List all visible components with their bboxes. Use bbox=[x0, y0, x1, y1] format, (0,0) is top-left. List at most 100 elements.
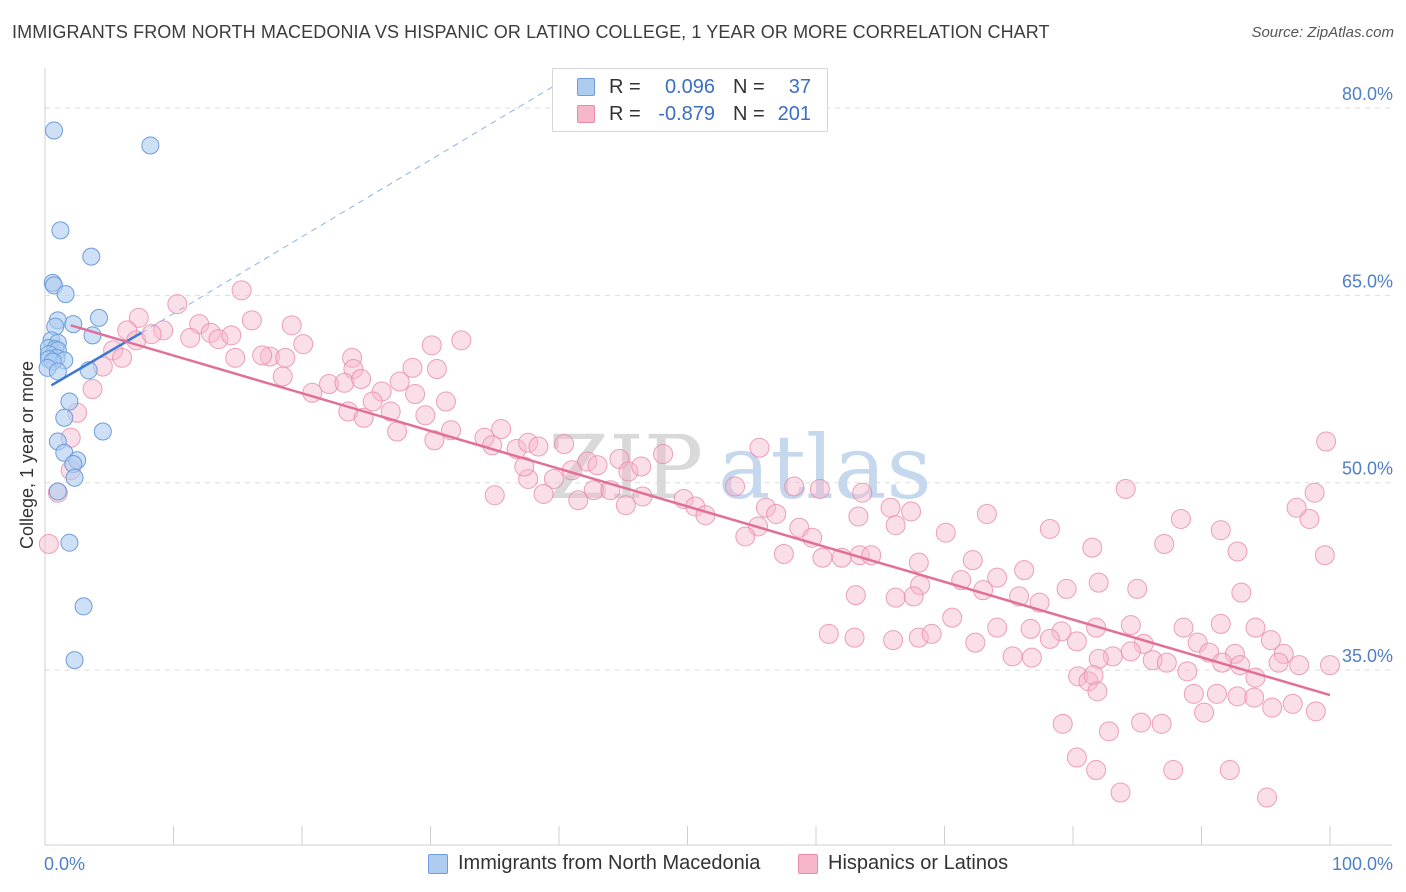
legend-r-label: R = bbox=[609, 75, 641, 98]
correlation-legend: R = 0.096 N = 37 R = -0.879 N = 201 bbox=[552, 68, 828, 132]
hispanic-point bbox=[809, 478, 830, 499]
hispanic-point bbox=[1316, 431, 1337, 452]
hispanic-point bbox=[1314, 545, 1335, 566]
hispanic-point bbox=[334, 372, 355, 393]
hispanic-point bbox=[1110, 782, 1131, 803]
hispanic-point bbox=[1260, 630, 1281, 651]
hispanic-point bbox=[1039, 518, 1060, 539]
hispanic-point bbox=[1245, 617, 1266, 638]
labels-layer: 80.0% 65.0% 50.0% 35.0% 0.0% 100.0% College, 1… bbox=[17, 84, 1393, 874]
hispanic-point bbox=[141, 324, 162, 345]
north-macedonia-point bbox=[56, 285, 75, 304]
hispanic-point bbox=[167, 294, 188, 315]
hispanic-point bbox=[1056, 578, 1077, 599]
chart-title: IMMIGRANTS FROM NORTH MACEDONIA VS HISPA… bbox=[12, 22, 1050, 42]
legend-r-value: 0.096 bbox=[664, 75, 715, 98]
hispanic-point bbox=[1115, 478, 1136, 499]
hispanic-point bbox=[1227, 686, 1248, 707]
series-label: Hispanics or Latinos bbox=[828, 852, 1009, 874]
hispanic-point bbox=[885, 515, 906, 536]
hispanic-point bbox=[491, 419, 512, 440]
hispanic-point bbox=[1120, 641, 1141, 662]
hispanic-point bbox=[1163, 760, 1184, 781]
hispanic-point bbox=[153, 320, 174, 341]
hispanic-point bbox=[587, 455, 608, 476]
legend-row-north-macedonia: R = 0.096 N = 37 bbox=[577, 74, 811, 100]
north-macedonia-point bbox=[44, 121, 63, 140]
series-legend-hispanics[interactable]: Hispanics or Latinos bbox=[798, 852, 1008, 875]
hispanic-point bbox=[1039, 628, 1060, 649]
hispanic-point bbox=[921, 623, 942, 644]
hispanic-point bbox=[259, 346, 280, 367]
hispanic-point bbox=[1020, 618, 1041, 639]
axis-layer bbox=[44, 68, 1392, 846]
legend-n-value: 37 bbox=[788, 75, 811, 98]
legend-r-value: -0.879 bbox=[658, 102, 715, 125]
hispanic-point bbox=[976, 503, 997, 524]
hispanic-point bbox=[528, 436, 549, 457]
hispanic-point bbox=[631, 456, 652, 477]
hispanic-point bbox=[1088, 572, 1109, 593]
north-macedonia-point bbox=[60, 392, 79, 411]
hispanic-point bbox=[1177, 661, 1198, 682]
hispanic-point bbox=[221, 325, 242, 346]
hispanic-point bbox=[1051, 621, 1072, 642]
hispanic-point bbox=[38, 533, 59, 554]
north-macedonia-point bbox=[65, 651, 84, 670]
hispanic-point bbox=[415, 405, 436, 426]
hispanic-point bbox=[402, 357, 423, 378]
hispanic-point bbox=[424, 430, 445, 451]
series-legend-north-macedonia[interactable]: Immigrants from North Macedonia bbox=[428, 852, 760, 875]
legend-r-label: R = bbox=[609, 102, 641, 125]
hispanic-point bbox=[766, 503, 787, 524]
series-swatch-pink bbox=[798, 853, 818, 874]
hispanic-point bbox=[293, 334, 314, 355]
hispanic-point bbox=[1257, 787, 1278, 808]
hispanic-point bbox=[784, 476, 805, 497]
hispanic-point bbox=[1268, 652, 1289, 673]
hispanic-point bbox=[342, 347, 363, 368]
hispanic-point bbox=[1127, 578, 1148, 599]
hispanic-point bbox=[451, 330, 472, 351]
legend-swatch-pink bbox=[577, 105, 595, 123]
hispanic-point bbox=[421, 335, 442, 356]
hispanic-point bbox=[1014, 560, 1035, 581]
hispanic-point bbox=[812, 547, 833, 568]
x-tick-label: 0.0% bbox=[44, 854, 85, 874]
hispanic-point bbox=[1305, 701, 1326, 722]
hispanic-point bbox=[773, 543, 794, 564]
hispanic-point bbox=[1068, 666, 1089, 687]
hispanic-point bbox=[405, 384, 426, 405]
hispanic-point bbox=[1131, 712, 1152, 733]
y-tick-label: 65.0% bbox=[1342, 271, 1393, 291]
hispanic-point bbox=[987, 617, 1008, 638]
series-label: Immigrants from North Macedonia bbox=[458, 852, 761, 874]
hispanic-point bbox=[1154, 533, 1175, 554]
hispanic-point bbox=[1299, 508, 1320, 529]
hispanic-point bbox=[533, 483, 554, 504]
hispanic-point bbox=[1219, 760, 1240, 781]
hispanic-point bbox=[1120, 615, 1141, 636]
hispanic-point bbox=[554, 434, 575, 455]
hispanic-point bbox=[818, 623, 839, 644]
hispanic-point bbox=[1098, 721, 1119, 742]
hispanic-point bbox=[568, 490, 589, 511]
hispanic-point bbox=[338, 401, 359, 422]
hispanic-point bbox=[1210, 520, 1231, 541]
hispanic-point bbox=[908, 627, 929, 648]
hispanic-point bbox=[518, 432, 539, 453]
hispanic-point bbox=[272, 366, 293, 387]
north-macedonia-point bbox=[64, 315, 83, 334]
hispanic-point bbox=[653, 444, 674, 465]
hispanic-point bbox=[281, 315, 302, 336]
hispanic-point bbox=[225, 347, 246, 368]
hispanic-point bbox=[426, 359, 447, 380]
hispanic-point bbox=[852, 482, 873, 503]
legend-n-value: 201 bbox=[777, 102, 811, 125]
hispanic-point bbox=[880, 497, 901, 518]
hispanic-point bbox=[1227, 541, 1248, 562]
y-tick-label: 50.0% bbox=[1342, 459, 1393, 479]
hispanic-point bbox=[885, 587, 906, 608]
hispanic-point bbox=[1183, 683, 1204, 704]
watermark-zip: ZIP bbox=[548, 416, 703, 519]
